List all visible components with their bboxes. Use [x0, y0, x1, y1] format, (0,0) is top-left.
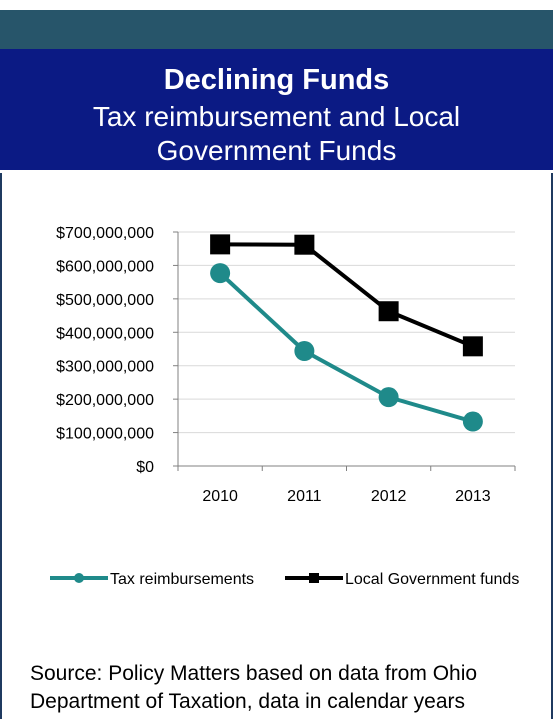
- legend-label: Local Government funds: [345, 571, 519, 588]
- chart-subtitle: Tax reimbursement and Local Government F…: [92, 101, 461, 166]
- y-tick-label: $400,000,000: [56, 325, 154, 342]
- y-tick-label: $300,000,000: [56, 359, 154, 376]
- y-tick-label: $500,000,000: [56, 292, 154, 309]
- top-bar: [0, 0, 553, 49]
- data-point: [294, 234, 315, 255]
- data-point: [462, 411, 483, 432]
- x-tick-label: 2011: [287, 488, 322, 505]
- x-tick-label: 2010: [202, 488, 238, 505]
- data-point: [378, 387, 399, 408]
- x-tick-label: 2013: [455, 488, 491, 505]
- series-line-2: [220, 242, 474, 349]
- y-tick-label: $600,000,000: [56, 258, 154, 275]
- legend-label: Tax reimbursements: [110, 571, 254, 588]
- chart-title: Declining Funds: [163, 64, 390, 96]
- y-tick-label: $100,000,000: [56, 426, 154, 443]
- legend-marker: [309, 573, 319, 583]
- data-point: [210, 263, 231, 284]
- source-note: Source: Policy Matters based on data fro…: [30, 662, 478, 713]
- y-tick-label: $200,000,000: [56, 392, 154, 409]
- data-point: [462, 336, 483, 357]
- data-point: [210, 234, 231, 255]
- x-tick-label: 2012: [371, 488, 407, 505]
- legend-marker: [74, 573, 84, 583]
- y-tick-label: $700,000,000: [56, 225, 154, 242]
- series-line-1: [218, 271, 474, 424]
- title-banner: [0, 49, 553, 173]
- y-tick-label: $0: [136, 459, 154, 476]
- data-point: [294, 341, 315, 362]
- data-point: [378, 301, 399, 322]
